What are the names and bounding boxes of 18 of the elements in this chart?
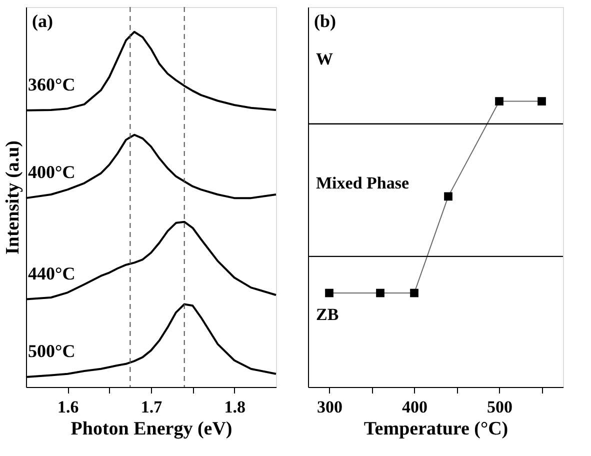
series-label: 400°C [28,162,76,182]
annotation: ZB [316,305,339,324]
x-tick-label: 300 [317,398,342,416]
x-tick-label: 400 [402,398,428,416]
x-tick-label: 1.7 [140,398,163,416]
x-axis-title: Temperature (°C) [364,418,508,440]
text: W [316,50,333,69]
series-label: 360°C [28,74,76,94]
y-axis-title: Intensity (a.u) [2,140,24,255]
series-label: 500°C [28,341,76,362]
x-tick-label: 500 [487,398,512,416]
x-tick-label: 1.6 [58,398,79,416]
annotation: Mixed Phase [316,174,410,193]
x-axis-title: Photon Energy (eV) [70,418,232,440]
chart-title: (a) [32,11,53,31]
chart-title: (b) [314,11,336,31]
series-label: 440°C [28,263,76,284]
x-tick-label: 1.8 [224,398,246,416]
